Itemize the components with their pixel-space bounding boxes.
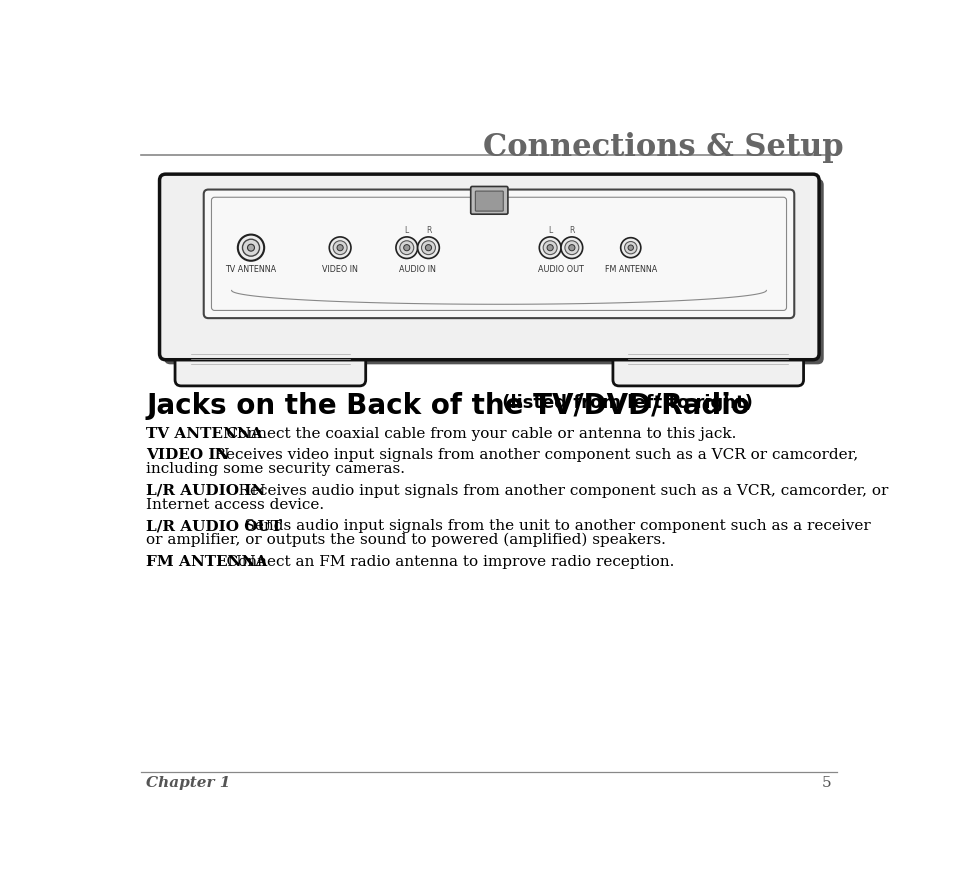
Circle shape [395, 237, 417, 258]
Text: VIDEO IN: VIDEO IN [322, 264, 357, 273]
Circle shape [421, 241, 435, 255]
Text: Chapter 1: Chapter 1 [146, 775, 231, 789]
Text: R: R [569, 226, 574, 235]
Text: L: L [404, 226, 409, 235]
Circle shape [568, 245, 575, 251]
Text: Receives audio input signals from another component such as a VCR, camcorder, or: Receives audio input signals from anothe… [218, 484, 887, 497]
Text: including some security cameras.: including some security cameras. [146, 463, 405, 476]
Circle shape [624, 241, 637, 254]
Circle shape [620, 238, 640, 258]
Text: L/R AUDIO OUT: L/R AUDIO OUT [146, 519, 282, 533]
Text: TV ANTENNA: TV ANTENNA [146, 427, 263, 441]
Text: Connect the coaxial cable from your cable or antenna to this jack.: Connect the coaxial cable from your cabl… [207, 427, 736, 441]
Circle shape [403, 245, 410, 251]
Circle shape [538, 237, 560, 258]
Text: Internet access device.: Internet access device. [146, 497, 324, 512]
Text: Receives video input signals from another component such as a VCR or camcorder,: Receives video input signals from anothe… [194, 448, 857, 463]
FancyBboxPatch shape [470, 187, 507, 214]
Text: AUDIO OUT: AUDIO OUT [537, 264, 583, 273]
Text: AUDIO IN: AUDIO IN [398, 264, 436, 273]
Text: 5: 5 [821, 775, 831, 789]
FancyBboxPatch shape [159, 174, 819, 360]
FancyBboxPatch shape [174, 341, 365, 386]
Circle shape [247, 244, 254, 251]
Circle shape [627, 245, 633, 250]
Text: VIDEO IN: VIDEO IN [146, 448, 230, 463]
Text: or amplifier, or outputs the sound to powered (amplified) speakers.: or amplifier, or outputs the sound to po… [146, 533, 665, 547]
Text: FM ANTENNA: FM ANTENNA [146, 555, 268, 569]
Text: (listed from left to right): (listed from left to right) [496, 394, 752, 412]
Text: R: R [425, 226, 431, 235]
Circle shape [417, 237, 439, 258]
Circle shape [399, 241, 414, 255]
Circle shape [242, 239, 259, 256]
Text: FM ANTENNA: FM ANTENNA [604, 264, 657, 273]
Text: Connections & Setup: Connections & Setup [483, 132, 843, 163]
Text: L: L [547, 226, 552, 235]
Text: Jacks on the Back of the TV/DVD/Radio: Jacks on the Back of the TV/DVD/Radio [146, 392, 750, 420]
Circle shape [336, 245, 343, 251]
Text: L/R AUDIO IN: L/R AUDIO IN [146, 484, 265, 497]
Circle shape [333, 241, 347, 255]
Text: Sends audio input signals from the unit to another component such as a receiver: Sends audio input signals from the unit … [225, 519, 870, 533]
Circle shape [542, 241, 557, 255]
Circle shape [564, 241, 578, 255]
FancyBboxPatch shape [164, 179, 822, 364]
Circle shape [329, 237, 351, 258]
Text: Connect an FM radio antenna to improve radio reception.: Connect an FM radio antenna to improve r… [207, 555, 674, 569]
FancyBboxPatch shape [612, 341, 802, 386]
Text: TV ANTENNA: TV ANTENNA [225, 264, 276, 273]
Circle shape [425, 245, 431, 251]
Circle shape [546, 245, 553, 251]
FancyBboxPatch shape [212, 197, 785, 311]
FancyBboxPatch shape [204, 189, 794, 318]
FancyBboxPatch shape [475, 191, 503, 211]
Circle shape [560, 237, 582, 258]
Circle shape [237, 235, 264, 261]
